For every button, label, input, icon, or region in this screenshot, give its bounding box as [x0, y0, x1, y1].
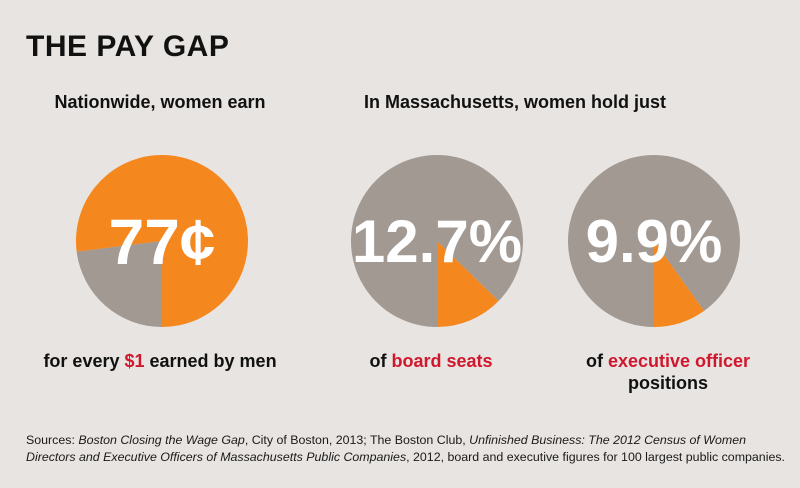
sources-note: Sources: Boston Closing the Wage Gap, Ci… [26, 432, 786, 466]
massachusetts-subhead: In Massachusetts, women hold just [363, 92, 667, 112]
source-title: Boston Closing the Wage Gap [78, 433, 245, 447]
pie-slice-board-seats-gray [351, 155, 523, 327]
pie-value-label-wage: 77¢ [109, 206, 216, 278]
pie-wage: 77¢ [76, 155, 249, 327]
source-title: Unfinished Business: The 2012 Census of … [26, 433, 746, 464]
source-text: , 2012, board and executive figures for … [406, 450, 785, 464]
pie-slice-executive-officers-orange [654, 241, 705, 327]
caption-highlight: $1 [124, 351, 145, 371]
pie-slice-board-seats-orange [437, 241, 499, 327]
nationwide-subhead: Nationwide, women earn [54, 92, 266, 112]
caption-highlight: executive officer [607, 351, 751, 371]
pie-slice-executive-officers-gray [568, 154, 740, 327]
caption-text: of [585, 351, 608, 371]
pie-slice-wage-gray [76, 241, 162, 327]
pie-board-seats: 12.7% [351, 155, 523, 327]
pie-slice-wage-orange [76, 155, 249, 327]
pie-value-label-executive-officers: 9.9% [586, 208, 723, 275]
source-text: , City of Boston, 2013; The Boston Club, [244, 433, 470, 447]
page-title: THE PAY GAP [26, 30, 230, 63]
wage-caption: for every $1 earned by men [30, 350, 290, 372]
caption-text: earned by men [144, 351, 277, 371]
pie-value-label-board-seats: 12.7% [352, 208, 522, 275]
caption-highlight: board seats [391, 351, 493, 371]
caption-text: of [369, 351, 392, 371]
caption-text: positions [628, 373, 708, 393]
caption-text: for every [43, 351, 125, 371]
sources-prefix: Sources: [26, 433, 79, 447]
pie-executive-officers: 9.9% [568, 154, 740, 327]
executive-officer-caption: of executive officer positions [558, 350, 778, 394]
board-seats-caption: of board seats [338, 350, 524, 372]
